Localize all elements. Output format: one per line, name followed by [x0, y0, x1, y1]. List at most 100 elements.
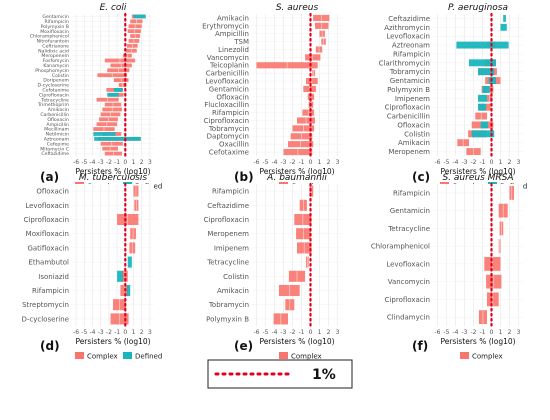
category-label: Rifampicin: [212, 188, 249, 196]
category-label: Rifampicin: [212, 109, 249, 117]
x-tick-label: -1: [114, 159, 120, 166]
category-label: Meropenem: [207, 230, 249, 238]
panel-letter: (e): [234, 339, 253, 353]
category-label: Polymyxin B: [206, 315, 249, 323]
category-label: Ampicillin: [46, 122, 69, 128]
x-tick-label: -2: [290, 159, 296, 166]
panel-4: -6 -5 -4 -3 -2 -1 0 1 2 3 Rifampicin Ceftazidime Cip…: [204, 173, 342, 361]
x-axis-label: Persisters % (log10): [259, 337, 334, 346]
category-label: Tobramycin: [208, 301, 249, 309]
category-label: Daptomycin: [207, 133, 249, 141]
category-label: Flucloxacillin: [204, 101, 249, 109]
defined-bar: [117, 270, 123, 282]
x-tick-label: -6: [73, 329, 79, 336]
category-label: Ceftazidime: [207, 202, 249, 210]
category-label: Cefepime: [47, 141, 69, 147]
x-axis-label: Persisters % (log10): [259, 167, 334, 176]
x-tick-label: -5: [444, 159, 450, 166]
x-tick-label: -6: [73, 159, 79, 166]
x-tick-label: -1: [299, 159, 305, 166]
x-tick-label: -6: [435, 329, 441, 336]
category-label: Polymyxin B: [387, 86, 430, 94]
x-tick-label: -5: [444, 329, 450, 336]
category-label: Clindamycin: [387, 314, 430, 322]
legend-swatch: [460, 352, 469, 359]
defined-bar: [107, 92, 119, 97]
category-label: Ethambutol: [28, 259, 69, 267]
category-label: Nalidixic acid: [38, 48, 69, 54]
category-label: Ampicillin: [215, 30, 249, 38]
x-tick-label: -2: [106, 159, 112, 166]
category-label: Ofloxacin: [216, 93, 249, 101]
x-tick-label: -4: [272, 329, 278, 336]
category-label: Gentamicin: [390, 207, 430, 215]
defined-bar: [500, 23, 507, 31]
panel-title: P. aeruginosa: [448, 3, 508, 13]
x-tick-label: 2: [327, 329, 331, 336]
legend-swatch: [279, 352, 288, 359]
category-label: Levofloxacin: [205, 78, 249, 86]
x-tick-label: 2: [508, 159, 512, 166]
defined-bar: [93, 132, 116, 136]
category-label: Clarithromycin: [379, 59, 430, 67]
x-tick-label: 2: [508, 329, 512, 336]
x-tick-label: 0: [309, 159, 313, 166]
panel-background: [252, 14, 342, 156]
x-tick-label: 2: [140, 159, 144, 166]
defined-bar: [503, 14, 506, 22]
category-label: Carbenicillin: [40, 112, 69, 118]
category-label: Nitrofurantoin: [37, 39, 69, 45]
category-label: Ceftriaxone: [42, 43, 69, 49]
category-label: Doripenem: [43, 78, 69, 84]
category-label: Levofloxacin: [25, 202, 69, 210]
category-label: Tobramycin: [208, 125, 249, 133]
category-label: Meropenem: [388, 148, 430, 156]
panel-0: -6 -5 -4 -3 -2 -1 0 1 2 3 GentamicinRifampicinPoly…: [30, 3, 163, 191]
x-tick-label: -1: [114, 329, 120, 336]
x-tick-label: -1: [299, 329, 305, 336]
category-label: Fosfomycin: [43, 58, 69, 64]
category-label: Tetracycline: [206, 259, 249, 267]
x-tick-label: 1: [499, 159, 503, 166]
panel-letter: (b): [234, 170, 254, 184]
x-tick-label: -4: [453, 329, 459, 336]
x-tick-label: 3: [517, 159, 521, 166]
panel-background: [252, 184, 342, 326]
x-tick-label: -3: [281, 159, 287, 166]
legend-label: Complex: [87, 353, 118, 361]
defined-bar: [127, 256, 132, 268]
category-label: Aztreonam: [44, 136, 70, 142]
x-tick-label: -1: [480, 159, 486, 166]
panel-letter: (a): [40, 170, 59, 184]
category-label: Vancomycin: [388, 278, 430, 286]
category-label: Meropenem: [41, 53, 69, 59]
category-label: Imipenem: [395, 95, 430, 103]
category-label: Gentamicin: [209, 85, 249, 93]
category-label: Levofloxacin: [386, 33, 430, 41]
x-tick-label: -4: [90, 329, 96, 336]
x-tick-label: -2: [471, 159, 477, 166]
x-tick-label: -4: [453, 159, 459, 166]
defined-bar: [478, 103, 487, 111]
category-label: Netilmicin: [46, 132, 69, 138]
category-label: Ceftazidime: [41, 151, 69, 157]
x-tick-label: 1: [132, 329, 136, 336]
panel-2: -6 -5 -4 -3 -2 -1 0 1 2 3 CeftazidimeAzithromycinL…: [379, 3, 528, 191]
panel-3: -6 -5 -4 -3 -2 -1 0 1 2 3 Ofloxacin Levofloxacin Cip…: [21, 173, 162, 361]
x-axis-label: Persisters % (log10): [440, 167, 515, 176]
category-label: Gentamicin: [42, 14, 69, 20]
category-label: D-cycloserine: [21, 315, 69, 323]
category-label: TSM: [233, 38, 249, 46]
x-tick-label: 1: [318, 329, 322, 336]
x-tick-label: -2: [471, 329, 477, 336]
panel-letter: (d): [40, 339, 60, 353]
category-label: Azithromycin: [384, 24, 430, 32]
x-tick-label: 0: [490, 159, 494, 166]
x-tick-label: 2: [140, 329, 144, 336]
category-label: Teicoplanin: [209, 62, 249, 70]
category-label: Ciprofloxacin: [385, 296, 430, 304]
defined-bar: [482, 85, 490, 93]
x-tick-label: 3: [336, 329, 340, 336]
category-label: Mitomycin C: [40, 146, 69, 152]
